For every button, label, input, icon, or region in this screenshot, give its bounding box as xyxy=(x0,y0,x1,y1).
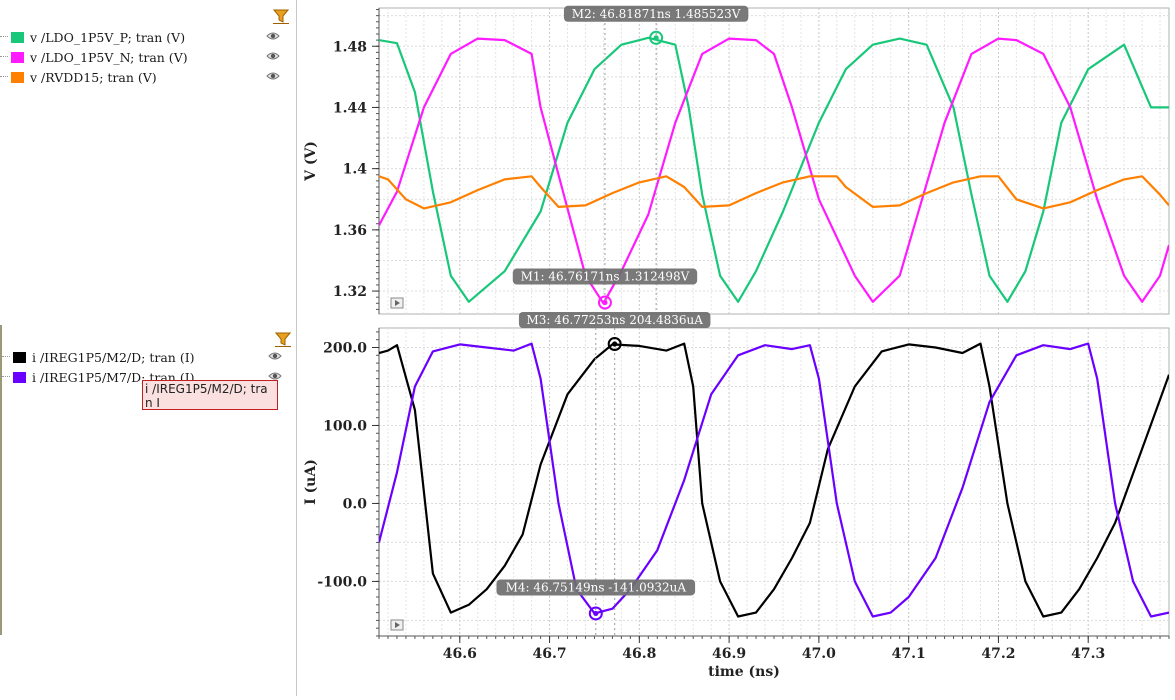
x-tick-label: 46.7 xyxy=(533,646,567,662)
y-tick-label: 1.36 xyxy=(333,223,367,239)
eye-icon[interactable] xyxy=(268,370,282,382)
legend-label: i /IREG1P5/M2/D; tran (I) xyxy=(32,349,195,365)
legend-connector xyxy=(2,376,10,377)
marker-ring xyxy=(588,606,603,621)
x-tick-label: 47.1 xyxy=(892,646,926,662)
series-line xyxy=(379,175,1169,210)
x-tick-label: 47.0 xyxy=(802,646,836,662)
legend-swatch xyxy=(11,31,24,43)
marker-dot xyxy=(653,35,659,41)
marker-dot xyxy=(602,299,608,306)
legend-panel-current: i /IREG1P5/M2/D; tran (I) i /IREG1P5/M7/D… xyxy=(0,325,297,635)
y-axis-label: V (V) xyxy=(303,141,319,182)
legend-panel-voltage: v /LDO_1P5V_P; tran (V) v /LDO_1P5V_N; tr… xyxy=(0,0,295,300)
eye-icon[interactable] xyxy=(266,50,280,62)
legend-item[interactable]: v /LDO_1P5V_N; tran (V) xyxy=(0,47,290,67)
marker-dot xyxy=(612,341,618,347)
marker-ring xyxy=(597,295,612,310)
y-tick-label: 1.4 xyxy=(343,162,368,178)
voltage-plot: 1.32 1.36 1.4 1.44 1.48 V (V) M2: 46.81871ns 1… xyxy=(303,5,1170,315)
x-tick-label: 47.3 xyxy=(1071,646,1105,662)
marker-label: M2: 46.81871ns 1.485523V xyxy=(572,7,741,21)
marker-label-box xyxy=(512,268,698,285)
marker-ring xyxy=(649,30,664,45)
legend-connector xyxy=(2,356,10,357)
eye-icon[interactable] xyxy=(266,70,280,82)
waveform-plots[interactable]: 1.32 1.36 1.4 1.44 1.48 V (V) M2: 46.81871ns 1… xyxy=(297,0,1175,696)
eye-icon[interactable] xyxy=(268,350,282,362)
y-tick-label: 100.0 xyxy=(323,418,367,434)
legend-item[interactable]: v /RVDD15; tran (V) xyxy=(0,67,290,87)
filter-icon[interactable] xyxy=(275,331,291,347)
x-axis-label: time (ns) xyxy=(708,664,780,680)
marker-label-box xyxy=(496,579,696,596)
legend-swatch xyxy=(13,371,26,383)
legend-label: v /LDO_1P5V_N; tran (V) xyxy=(30,49,188,65)
marker-label: M3: 46.77253ns 204.4836uA xyxy=(526,313,703,327)
series-line xyxy=(379,37,1169,305)
legend-connector xyxy=(0,56,8,57)
y-tick-label: -100.0 xyxy=(317,574,367,590)
marker-label-box xyxy=(563,5,749,22)
legend-list-voltage: v /LDO_1P5V_P; tran (V) v /LDO_1P5V_N; tr… xyxy=(0,27,290,87)
current-plot: -100.0 0.0 100.0 200.0 I (uA) M3: 46.77253ns … xyxy=(303,311,1170,680)
series-line xyxy=(379,342,1169,618)
x-tick-label: 46.6 xyxy=(443,646,477,662)
y-axis-label: I (uA) xyxy=(303,459,319,505)
marker-ring xyxy=(607,336,622,351)
legend-label: v /LDO_1P5V_P; tran (V) xyxy=(30,29,186,45)
marker-label: M1: 46.76171ns 1.312498V xyxy=(521,270,690,284)
legend-connector xyxy=(0,76,8,77)
expand-arrow-icon xyxy=(395,300,400,306)
trace-tooltip: i /IREG1P5/M2/D; tran I xyxy=(142,380,278,410)
plot-area[interactable]: 1.32 1.36 1.4 1.44 1.48 V (V) M2: 46.81871ns 1… xyxy=(297,0,1175,696)
legend-connector xyxy=(0,36,8,37)
legend-swatch xyxy=(11,51,24,63)
y-tick-label: 0.0 xyxy=(343,496,368,512)
expand-arrow-icon xyxy=(395,622,400,628)
legend-item[interactable]: i /IREG1P5/M2/D; tran (I) xyxy=(2,347,292,367)
x-tick-label: 47.2 xyxy=(981,646,1015,662)
filter-icon[interactable] xyxy=(273,8,289,24)
marker-dot xyxy=(593,610,599,617)
y-tick-label: 1.32 xyxy=(333,284,367,300)
x-tick-label: 46.9 xyxy=(712,646,746,662)
series-line xyxy=(379,36,1169,303)
legend-pane: v /LDO_1P5V_P; tran (V) v /LDO_1P5V_N; tr… xyxy=(0,0,297,696)
x-tick-label: 46.8 xyxy=(622,646,656,662)
eye-icon[interactable] xyxy=(266,30,280,42)
y-tick-label: 1.48 xyxy=(333,39,367,55)
legend-swatch xyxy=(13,351,26,363)
y-tick-label: 1.44 xyxy=(333,100,367,116)
legend-label: v /RVDD15; tran (V) xyxy=(30,69,157,85)
legend-item[interactable]: v /LDO_1P5V_P; tran (V) xyxy=(0,27,290,47)
series-line xyxy=(379,342,1169,618)
marker-label-box xyxy=(518,311,711,328)
legend-swatch xyxy=(11,71,24,83)
y-tick-label: 200.0 xyxy=(323,340,367,356)
marker-label: M4: 46.75149ns -141.0932uA xyxy=(506,580,687,594)
